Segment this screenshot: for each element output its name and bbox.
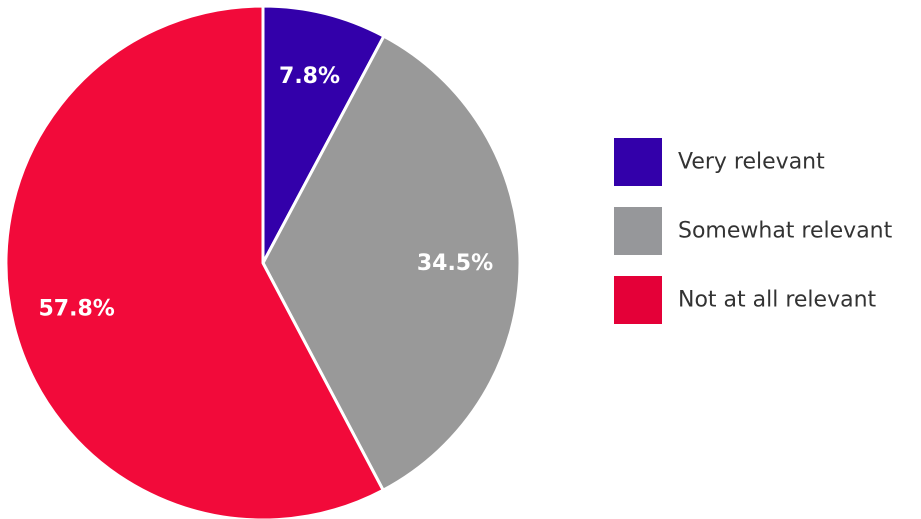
pie-slice-very-relevant [261, 4, 386, 265]
legend-label-very-relevant: Very relevant [678, 150, 825, 175]
slice-label-not-at-all-relevant: 57.8% [38, 297, 114, 322]
pie-slice-somewhat-relevant [261, 34, 522, 492]
pie-slice-labels: 7.8% 34.5% 57.8% [38, 64, 493, 322]
legend-swatch-somewhat-relevant [614, 207, 662, 255]
legend-label-somewhat-relevant: Somewhat relevant [678, 219, 893, 244]
slice-label-very-relevant: 7.8% [279, 64, 340, 89]
pie-slices [4, 4, 522, 519]
legend: Very relevant Somewhat relevant Not at all… [614, 138, 893, 324]
pie-slice-not-at-all-relevant [4, 4, 385, 519]
legend-swatch-not-at-all-relevant [614, 276, 662, 324]
legend-swatch-very-relevant [614, 138, 662, 186]
slice-label-somewhat-relevant: 34.5% [417, 251, 493, 276]
legend-label-not-at-all-relevant: Not at all relevant [678, 288, 877, 313]
